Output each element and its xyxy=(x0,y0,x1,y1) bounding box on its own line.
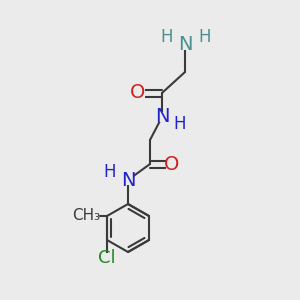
FancyBboxPatch shape xyxy=(162,32,172,41)
FancyBboxPatch shape xyxy=(122,175,134,185)
Text: H: H xyxy=(199,28,211,46)
FancyBboxPatch shape xyxy=(200,32,210,41)
Text: O: O xyxy=(130,83,146,103)
FancyBboxPatch shape xyxy=(98,253,116,263)
Text: O: O xyxy=(164,154,180,173)
Text: N: N xyxy=(121,170,135,190)
FancyBboxPatch shape xyxy=(131,88,145,98)
FancyBboxPatch shape xyxy=(74,211,98,221)
Text: H: H xyxy=(174,115,186,133)
Text: CH₃: CH₃ xyxy=(72,208,100,224)
FancyBboxPatch shape xyxy=(156,112,168,122)
Text: N: N xyxy=(155,107,169,127)
Text: N: N xyxy=(178,35,192,55)
Text: H: H xyxy=(161,28,173,46)
FancyBboxPatch shape xyxy=(166,158,178,169)
FancyBboxPatch shape xyxy=(179,40,191,50)
Text: H: H xyxy=(104,163,116,181)
Text: Cl: Cl xyxy=(98,249,116,267)
